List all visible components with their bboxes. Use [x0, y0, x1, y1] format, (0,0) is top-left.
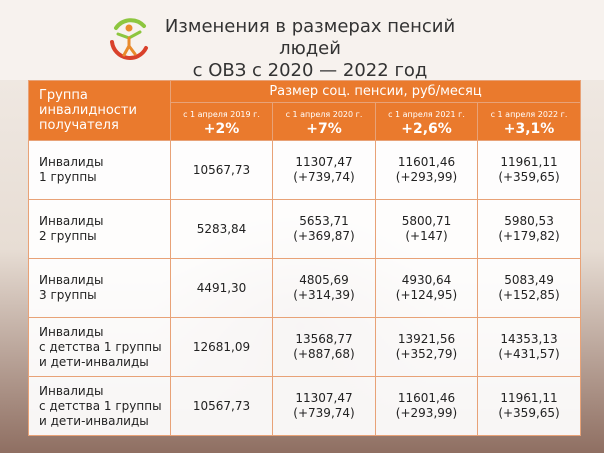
group-name-line: Инвалиды	[39, 273, 104, 287]
year-header-2019: с 1 апреля 2019 г. +2%	[170, 102, 273, 141]
year-header-2021: с 1 апреля 2021 г. +2,6%	[375, 102, 478, 141]
value-delta: (+152,85)	[498, 288, 560, 302]
year-increase: +3,1%	[503, 120, 555, 137]
value-2022-cell: 11961,11 (+359,65)	[476, 140, 582, 200]
pension-table: Группа инвалидности получателя Размер со…	[28, 80, 582, 436]
value-delta: (+739,74)	[293, 406, 355, 420]
table-row: Инвалиды с детства 1 группы и дети-инвалид…	[28, 376, 582, 436]
value-amount: 13568,77	[295, 332, 353, 346]
group-name-cell: Инвалиды 2 группы	[28, 199, 171, 259]
table-row: Инвалиды 1 группы 10567,73 11307,47 (+739,…	[28, 140, 582, 200]
group-name-line: и дети-инвалиды	[39, 413, 149, 428]
header: Изменения в размерах пенсий людей с ОВЗ …	[0, 0, 604, 82]
value-delta: (+359,65)	[498, 170, 560, 184]
value-2020-cell: 13568,77 (+887,68)	[272, 317, 376, 377]
value-delta: (+887,68)	[293, 347, 355, 361]
value-delta: (+314,39)	[293, 288, 355, 302]
year-date: с 1 апреля 2020 г.	[285, 109, 363, 119]
value-amount: 11307,47	[295, 391, 353, 405]
value-delta: (+739,74)	[293, 170, 355, 184]
value-delta: (+431,57)	[498, 347, 560, 361]
value-2019-cell: 12681,09	[170, 317, 273, 377]
value-delta: (+359,65)	[498, 406, 560, 420]
value-delta: (+293,99)	[395, 170, 458, 184]
value-amount: 5083,49	[504, 273, 554, 287]
year-date: с 1 апреля 2021 г.	[388, 109, 465, 119]
year-increase: +7%	[306, 120, 342, 137]
size-column-header: Размер соц. пенсии, руб/месяц	[169, 80, 582, 103]
value-2019-cell: 10567,73	[170, 376, 273, 436]
title-line-2: с ОВЗ с 2020 — 2022 год	[192, 60, 428, 81]
value-amount: 11601,46	[397, 155, 456, 169]
value-amount: 11601,46	[397, 391, 456, 405]
value-amount: 5800,71	[401, 214, 452, 228]
year-date: с 1 апреля 2022 г.	[490, 109, 568, 119]
value-2021-cell: 5800,71 (+147)	[375, 199, 478, 259]
year-increase: +2%	[203, 120, 240, 137]
value-2022-cell: 5980,53 (+179,82)	[476, 199, 582, 259]
group-name-line: Инвалиды	[39, 383, 104, 398]
value-amount: 5980,53	[504, 214, 554, 228]
value-delta: (+352,79)	[395, 347, 458, 361]
value-2020-cell: 11307,47 (+739,74)	[272, 376, 376, 436]
table-row: Инвалиды 2 группы 5283,84 5653,71 (+369,87…	[28, 199, 582, 259]
group-name-line: и дети-инвалиды	[39, 354, 149, 369]
value-amount: 14353,13	[500, 332, 558, 346]
value-2022-cell: 14353,13 (+431,57)	[476, 317, 582, 377]
value-delta: (+147)	[405, 229, 448, 243]
group-name-line: 2 группы	[39, 229, 97, 243]
value-2019-cell: 5283,84	[170, 199, 273, 259]
group-name-line: с детства 1 группы	[39, 339, 162, 354]
value-amount: 4930,64	[401, 273, 452, 287]
group-column-header: Группа инвалидности получателя	[28, 80, 171, 141]
value-2019-cell: 10567,73	[170, 140, 273, 200]
person-figure-icon	[110, 18, 148, 60]
value-2021-cell: 13921,56 (+352,79)	[375, 317, 478, 377]
table-row: Инвалиды 3 группы 4491,30 4805,69 (+314,39…	[28, 258, 582, 318]
group-name-cell: Инвалиды с детства 1 группы и дети-инвалид…	[28, 317, 171, 377]
page-title: Изменения в размерах пенсий людей с ОВЗ …	[160, 16, 460, 82]
group-name-line: Инвалиды	[39, 214, 104, 228]
title-line-1: Изменения в размерах пенсий людей	[164, 16, 456, 59]
value-2020-cell: 4805,69 (+314,39)	[272, 258, 376, 318]
group-name-line: Инвалиды	[39, 324, 104, 339]
value-amount: 13921,56	[397, 332, 456, 346]
group-header-line: получателя	[39, 118, 119, 133]
value-2021-cell: 11601,46 (+293,99)	[375, 376, 478, 436]
value-delta: (+293,99)	[395, 406, 458, 420]
group-name-line: Инвалиды	[39, 155, 104, 169]
group-name-line: с детства 1 группы	[39, 398, 162, 413]
value-2022-cell: 11961,11 (+359,65)	[476, 376, 582, 436]
value-2020-cell: 5653,71 (+369,87)	[272, 199, 376, 259]
year-header-2020: с 1 апреля 2020 г. +7%	[272, 102, 376, 141]
group-header-line: инвалидности	[39, 103, 137, 118]
value-amount: 5653,71	[299, 214, 349, 228]
year-increase: +2,6%	[401, 120, 452, 137]
value-2021-cell: 11601,46 (+293,99)	[375, 140, 478, 200]
group-name-line: 3 группы	[39, 288, 97, 302]
group-header-line: Группа	[39, 88, 88, 103]
year-date: с 1 апреля 2019 г.	[183, 109, 260, 119]
value-delta: (+124,95)	[395, 288, 458, 302]
value-2020-cell: 11307,47 (+739,74)	[272, 140, 376, 200]
value-amount: 4805,69	[299, 273, 349, 287]
group-name-cell: Инвалиды 3 группы	[28, 258, 171, 318]
value-amount: 11307,47	[295, 155, 353, 169]
group-name-cell: Инвалиды 1 группы	[28, 140, 171, 200]
value-2021-cell: 4930,64 (+124,95)	[375, 258, 478, 318]
group-name-line: 1 группы	[39, 170, 97, 184]
value-delta: (+369,87)	[293, 229, 355, 243]
year-header-2022: с 1 апреля 2022 г. +3,1%	[476, 102, 582, 141]
value-2022-cell: 5083,49 (+152,85)	[476, 258, 582, 318]
value-2019-cell: 4491,30	[170, 258, 273, 318]
table-row: Инвалиды с детства 1 группы и дети-инвалид…	[28, 317, 582, 377]
value-delta: (+179,82)	[498, 229, 560, 243]
group-name-cell: Инвалиды с детства 1 группы и дети-инвалид…	[28, 376, 171, 436]
value-amount: 11961,11	[500, 155, 558, 169]
value-amount: 11961,11	[500, 391, 558, 405]
